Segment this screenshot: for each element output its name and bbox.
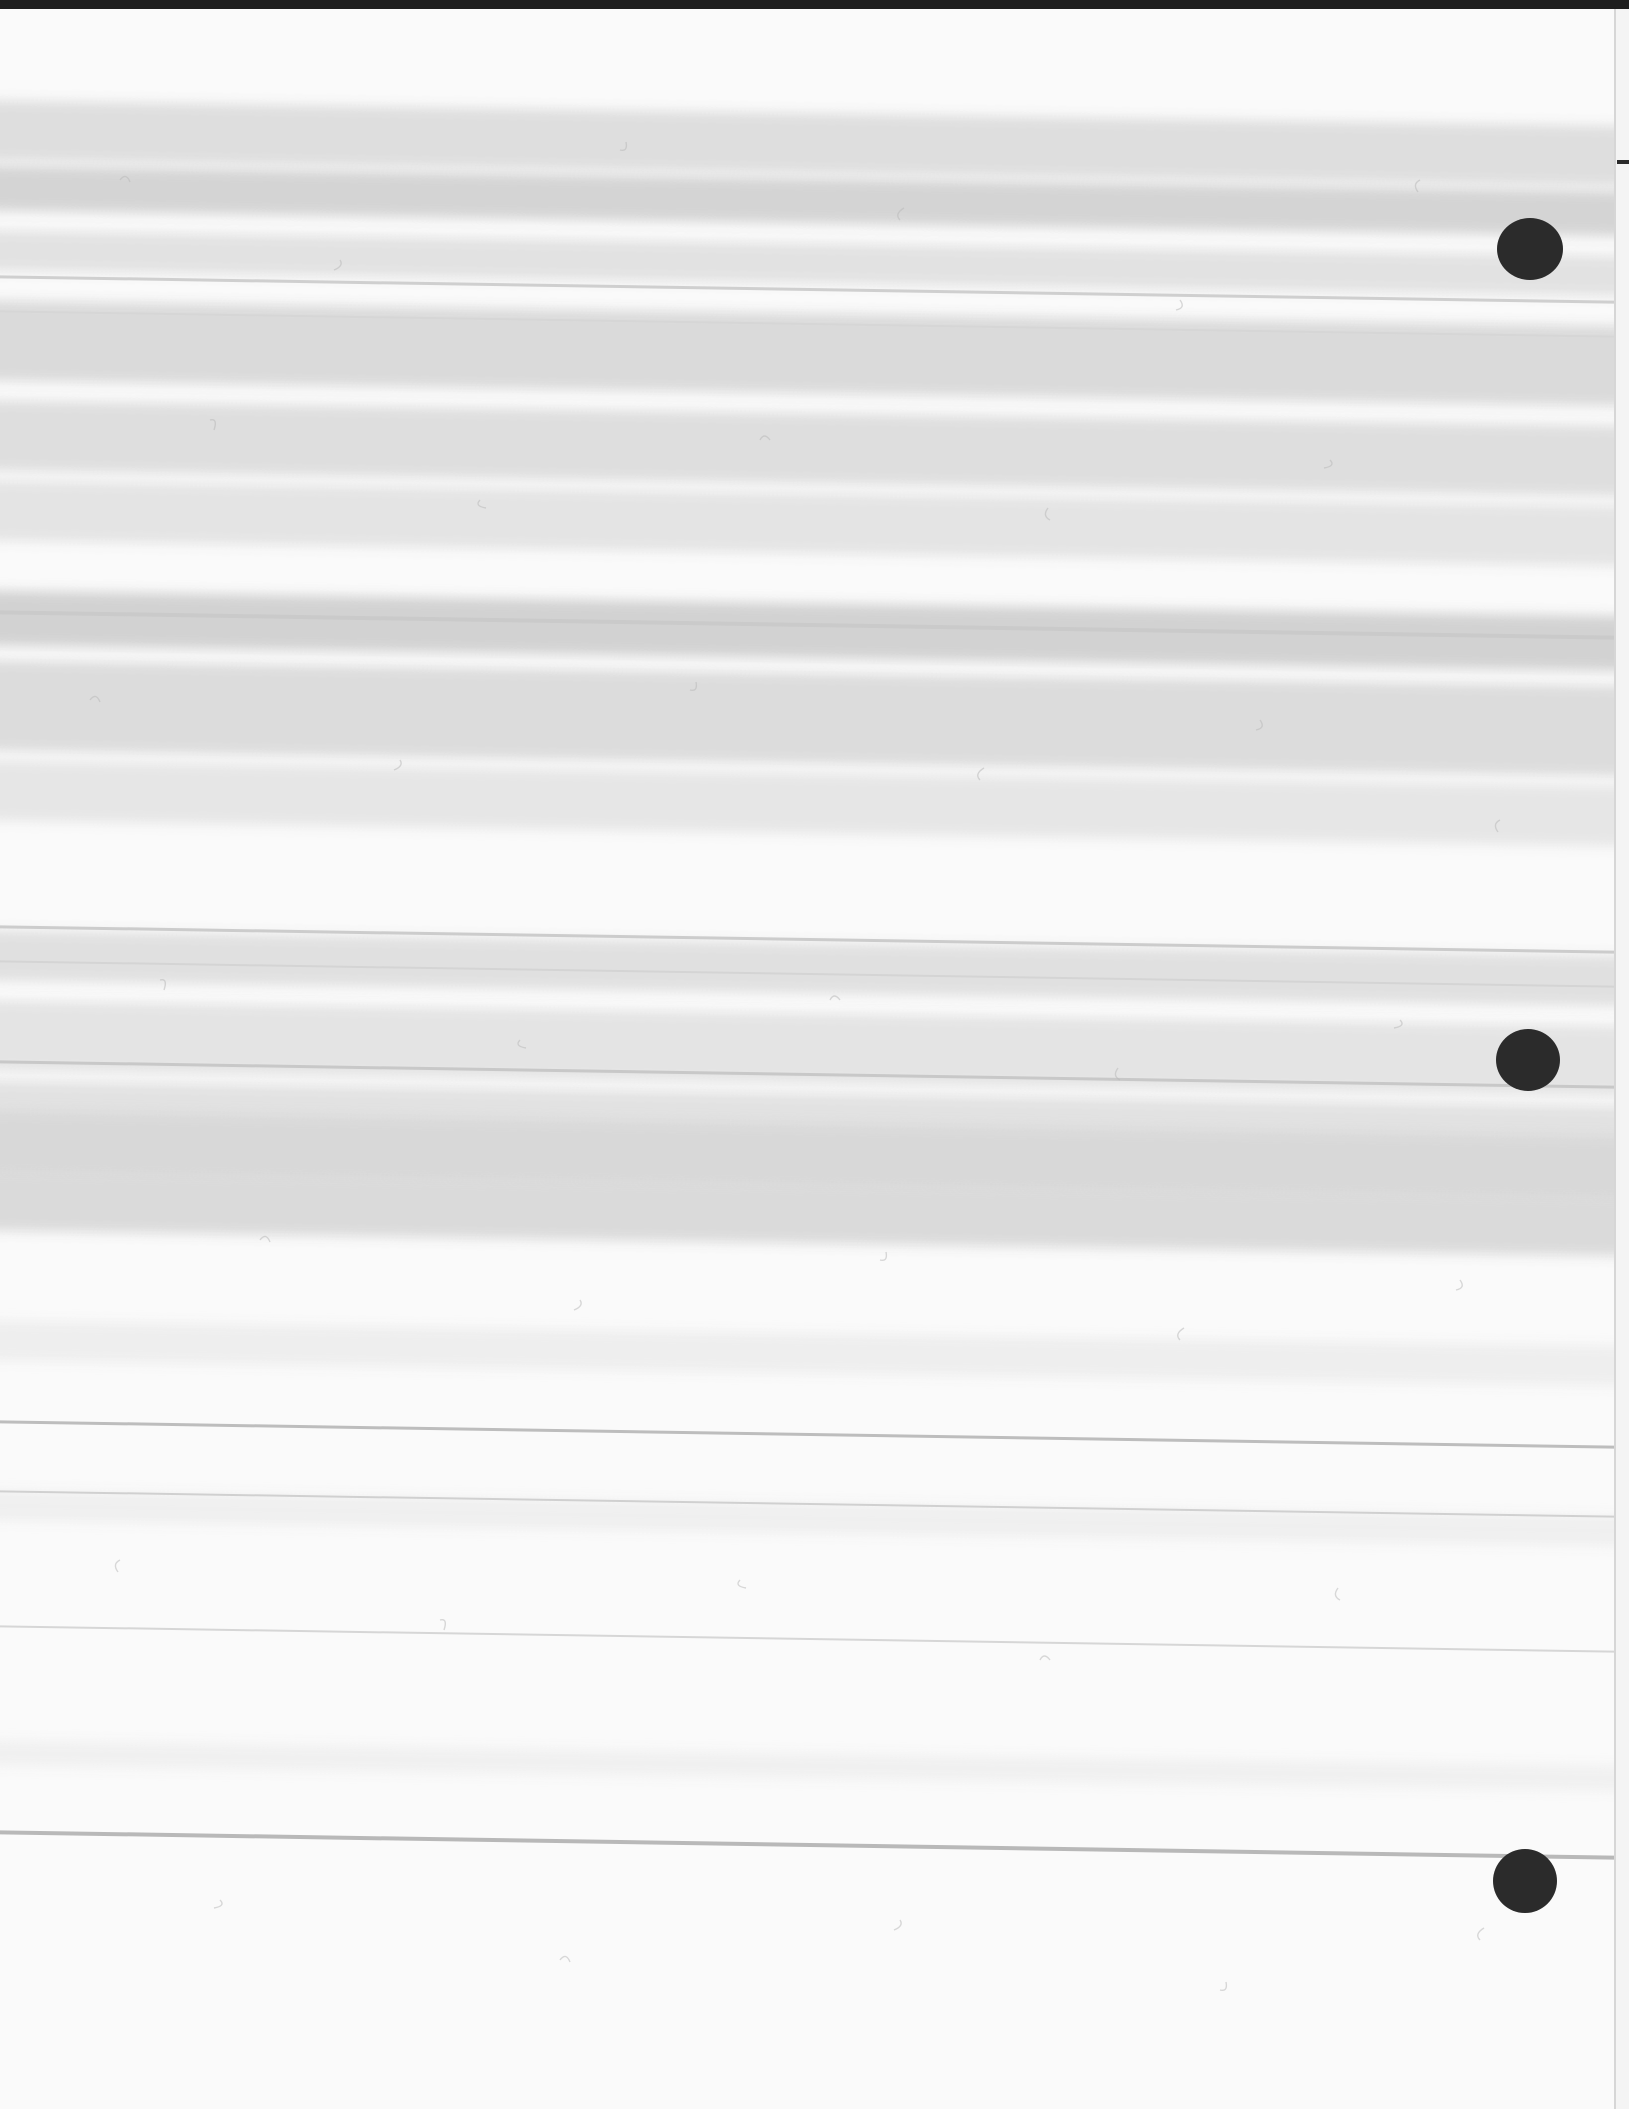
punch-hole-bottom <box>1493 1849 1557 1913</box>
sheet-edge-mark <box>1617 160 1629 164</box>
sheet-right-edge <box>1614 9 1629 2109</box>
punch-hole-top <box>1497 218 1563 280</box>
scanner-top-border <box>0 0 1629 9</box>
punch-hole-middle <box>1496 1029 1560 1091</box>
